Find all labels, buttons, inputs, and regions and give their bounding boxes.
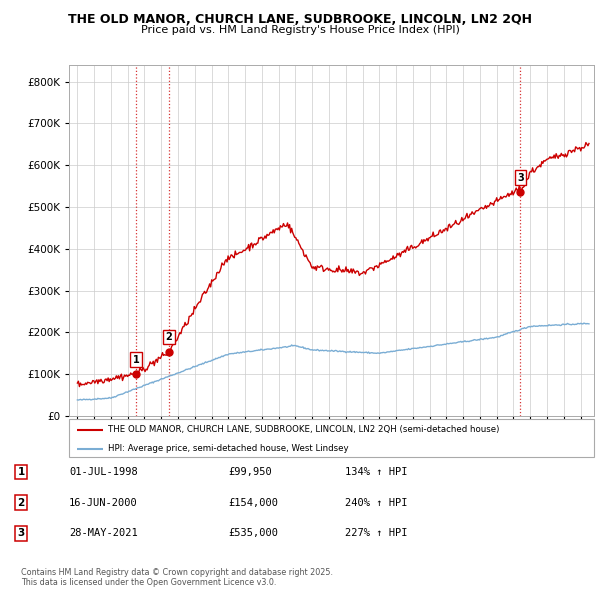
Text: £99,950: £99,950 — [228, 467, 272, 477]
Text: 2: 2 — [166, 332, 172, 342]
Text: 227% ↑ HPI: 227% ↑ HPI — [345, 529, 407, 538]
Text: 1: 1 — [133, 355, 139, 365]
Text: 2: 2 — [17, 498, 25, 507]
Text: £535,000: £535,000 — [228, 529, 278, 538]
Text: Price paid vs. HM Land Registry's House Price Index (HPI): Price paid vs. HM Land Registry's House … — [140, 25, 460, 35]
Text: 3: 3 — [517, 173, 524, 183]
Text: THE OLD MANOR, CHURCH LANE, SUDBROOKE, LINCOLN, LN2 2QH: THE OLD MANOR, CHURCH LANE, SUDBROOKE, L… — [68, 13, 532, 26]
Text: 3: 3 — [17, 529, 25, 538]
Text: 01-JUL-1998: 01-JUL-1998 — [69, 467, 138, 477]
Text: HPI: Average price, semi-detached house, West Lindsey: HPI: Average price, semi-detached house,… — [109, 444, 349, 453]
Text: 1: 1 — [17, 467, 25, 477]
Text: Contains HM Land Registry data © Crown copyright and database right 2025.
This d: Contains HM Land Registry data © Crown c… — [21, 568, 333, 587]
Text: 28-MAY-2021: 28-MAY-2021 — [69, 529, 138, 538]
Text: THE OLD MANOR, CHURCH LANE, SUDBROOKE, LINCOLN, LN2 2QH (semi-detached house): THE OLD MANOR, CHURCH LANE, SUDBROOKE, L… — [109, 425, 500, 434]
Text: 16-JUN-2000: 16-JUN-2000 — [69, 498, 138, 507]
FancyBboxPatch shape — [69, 419, 594, 457]
Text: £154,000: £154,000 — [228, 498, 278, 507]
Text: 134% ↑ HPI: 134% ↑ HPI — [345, 467, 407, 477]
Text: 240% ↑ HPI: 240% ↑ HPI — [345, 498, 407, 507]
